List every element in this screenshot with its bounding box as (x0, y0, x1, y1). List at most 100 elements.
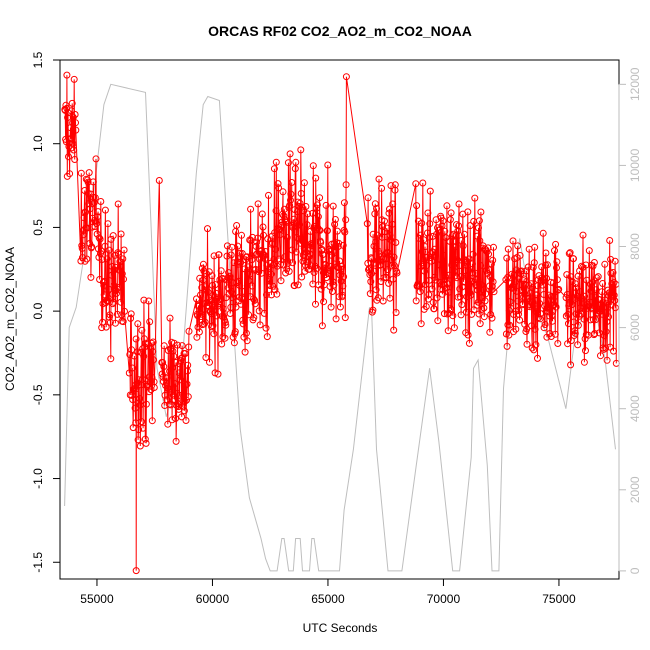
data-point (324, 227, 331, 235)
data-point (113, 310, 121, 318)
data-point (551, 330, 559, 338)
data-point (610, 279, 618, 287)
data-point (217, 267, 225, 275)
data-point (253, 238, 261, 246)
data-point (95, 234, 103, 242)
data-point (265, 191, 272, 199)
data-point (450, 267, 458, 275)
data-point (250, 314, 258, 322)
data-point (309, 162, 317, 170)
data-point (292, 158, 300, 166)
data-point (310, 222, 318, 230)
data-point (275, 184, 282, 192)
data-point (570, 318, 578, 326)
data-point (295, 203, 303, 210)
data-point (384, 266, 392, 274)
data-point (311, 262, 319, 270)
data-point (206, 358, 213, 366)
data-point (567, 337, 575, 345)
data-point (370, 242, 378, 250)
data-point (331, 220, 339, 228)
data-point (261, 255, 269, 263)
data-point (108, 290, 116, 298)
data-point (606, 343, 614, 351)
data-point (512, 266, 520, 274)
data-point (572, 310, 580, 318)
data-point (267, 270, 275, 278)
data-point (572, 280, 579, 288)
data-point (527, 289, 534, 297)
data-point (199, 260, 207, 268)
data-point (229, 294, 236, 302)
data-point (243, 337, 251, 345)
data-point (66, 170, 74, 178)
data-point (593, 274, 601, 282)
data-point (536, 315, 544, 323)
data-point (419, 179, 427, 187)
data-point (600, 345, 608, 353)
data-point (219, 305, 227, 313)
data-point (262, 248, 269, 255)
data-point (97, 198, 105, 205)
data-point (532, 341, 540, 349)
data-point (101, 277, 109, 285)
data-point (475, 224, 482, 232)
data-point (308, 241, 316, 249)
data-point (429, 298, 437, 306)
data-point (80, 231, 87, 239)
data-point (442, 273, 450, 281)
data-point (424, 209, 432, 217)
data-point (555, 285, 563, 293)
data-point (273, 290, 281, 298)
data-point (364, 194, 372, 202)
data-point (574, 272, 582, 280)
data-point (226, 272, 234, 280)
data-point (230, 339, 238, 347)
data-point (366, 290, 374, 298)
data-point (193, 295, 200, 303)
data-point (221, 334, 229, 342)
data-point (140, 296, 148, 304)
data-point (70, 75, 78, 83)
data-point (70, 146, 78, 154)
data-point (104, 220, 112, 228)
data-point (105, 285, 113, 293)
data-point (259, 223, 267, 231)
data-point (248, 282, 256, 290)
data-point (230, 279, 238, 287)
data-point (439, 217, 447, 225)
data-point (269, 282, 277, 290)
data-point (539, 276, 547, 284)
data-point (129, 396, 137, 404)
data-point (554, 286, 562, 294)
data-point (63, 71, 71, 79)
data-point (283, 234, 291, 242)
data-point (236, 282, 244, 289)
data-point (589, 278, 597, 286)
data-point (339, 241, 347, 249)
data-point (521, 320, 529, 328)
data-point (81, 257, 89, 265)
data-point (88, 243, 96, 251)
data-point (412, 297, 420, 305)
data-point (93, 230, 101, 238)
data-point (234, 242, 242, 250)
data-point (517, 287, 525, 295)
data-point (180, 407, 188, 415)
data-point (229, 290, 237, 298)
data-point (165, 385, 173, 393)
data-point (383, 224, 391, 232)
data-point (338, 262, 345, 270)
data-point (181, 397, 189, 405)
data-point (475, 217, 483, 225)
x-tick-label: 70000 (427, 592, 461, 606)
data-point (609, 275, 617, 283)
data-point (164, 384, 172, 392)
data-point (515, 306, 523, 314)
data-point (342, 181, 350, 189)
data-point (222, 321, 230, 329)
x-tick-label: 55000 (80, 592, 114, 606)
data-point (284, 259, 292, 267)
data-point (317, 239, 325, 247)
data-point (279, 261, 287, 269)
